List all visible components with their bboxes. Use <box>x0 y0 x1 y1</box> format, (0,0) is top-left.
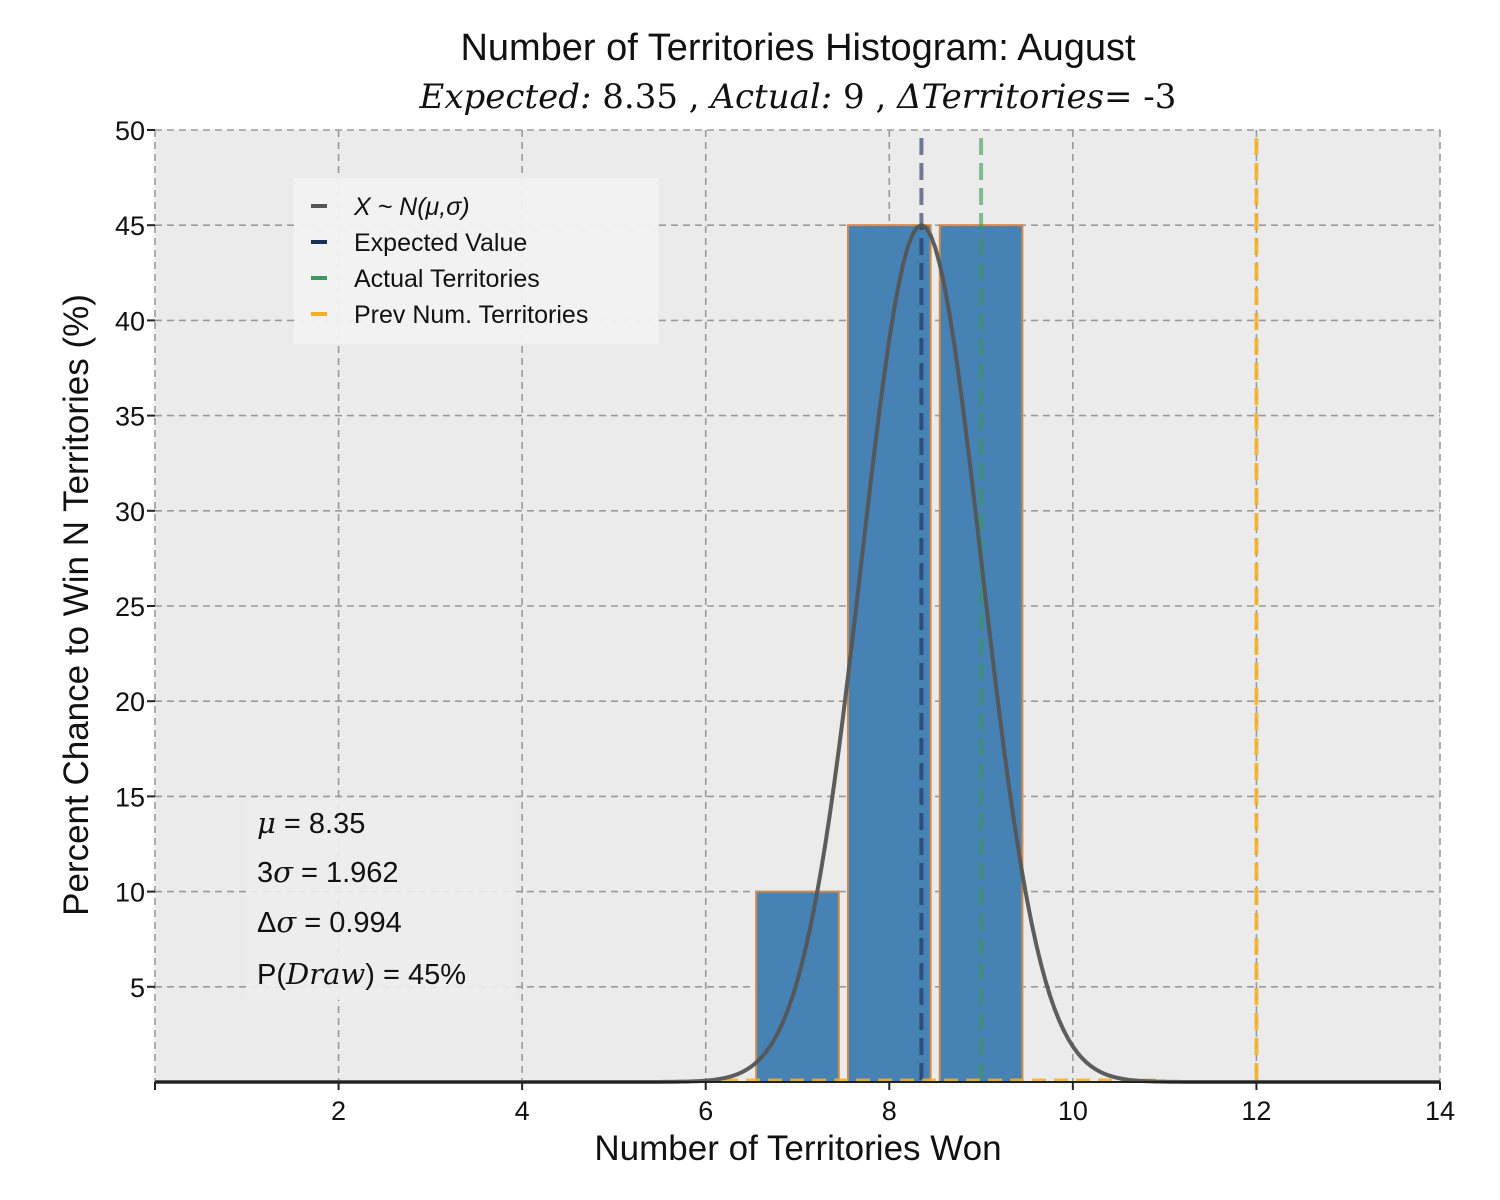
subtitle-delta-value: = -3 <box>1104 77 1176 117</box>
legend-items: X ~ N(μ,σ) Expected Value Actual Territori… <box>311 193 588 329</box>
tick-labels: 2 4 6 8 10 12 14 5 10 15 20 25 30 35 40 45 50 <box>115 116 1455 1126</box>
subtitle-expected-label: Expected: <box>419 77 592 117</box>
stat-mu: μ = 8.35 <box>257 806 365 840</box>
x-tick-label-2: 2 <box>331 1096 346 1126</box>
x-tick-label-12: 12 <box>1241 1096 1271 1126</box>
bars <box>755 224 1024 1083</box>
legend: X ~ N(μ,σ) Expected Value Actual Territori… <box>294 178 658 344</box>
axes <box>147 129 1441 1090</box>
y-tick-label-10: 10 <box>115 878 145 908</box>
stat-mu-symbol: μ <box>257 806 276 840</box>
y-tick-label-25: 25 <box>115 592 145 622</box>
stat-three-sigma-value: = 1.962 <box>293 857 399 889</box>
stat-three-sigma-prefix: 3 <box>257 857 273 889</box>
subtitle-separator-2: , <box>865 77 897 117</box>
stat-p-draw-symbol: Draw <box>285 957 365 991</box>
stat-three-sigma-symbol: σ <box>273 855 294 889</box>
stat-p-draw-value: ) = 45% <box>365 959 466 991</box>
stat-delta-sigma: Δσ = 0.994 <box>257 905 402 939</box>
chart-subtitle: Expected: 8.35 , Actual: 9 , ΔTerritorie… <box>419 77 1177 117</box>
y-tick-label-40: 40 <box>115 306 145 336</box>
x-tick-label-8: 8 <box>882 1096 897 1126</box>
legend-label-prev-num-territories: Prev Num. Territories <box>354 301 588 329</box>
x-tick-label-4: 4 <box>515 1096 530 1126</box>
stat-p-draw-prefix: P( <box>257 959 286 991</box>
y-axis-label: Percent Chance to Win N Territories (%) <box>57 294 96 916</box>
y-tick-label-50: 50 <box>115 116 145 146</box>
stat-three-sigma: 3σ = 1.962 <box>257 855 399 889</box>
x-axis-label: Number of Territories Won <box>594 1129 1001 1168</box>
subtitle-expected-value: 8.35 <box>602 77 678 117</box>
y-tick-label-45: 45 <box>115 211 145 241</box>
subtitle-separator-1: , <box>678 77 710 117</box>
x-tick-label-6: 6 <box>698 1096 713 1126</box>
subtitle-actual-label: Actual: <box>707 77 832 117</box>
legend-label-x-n: X ~ N(μ,σ) <box>353 193 470 221</box>
x-tick-label-14: 14 <box>1425 1096 1455 1126</box>
legend-box <box>294 178 658 344</box>
y-tick-label-35: 35 <box>115 402 145 432</box>
stat-mu-value: = 8.35 <box>276 808 366 840</box>
stat-delta-sigma-value: = 0.994 <box>296 907 402 939</box>
x-tick-label-10: 10 <box>1058 1096 1088 1126</box>
stats-box: μ = 8.35 3σ = 1.962 Δσ = 0.994 P(Draw) =… <box>246 800 516 1000</box>
subtitle-actual-value: 9 <box>843 77 865 117</box>
legend-label-expected-value: Expected Value <box>354 229 527 257</box>
y-tick-label-20: 20 <box>115 687 145 717</box>
y-tick-label-5: 5 <box>130 973 145 1003</box>
legend-label-actual-territories: Actual Territories <box>354 265 540 293</box>
subtitle-delta-label: ΔTerritories <box>895 77 1104 117</box>
reference-lines <box>724 138 1259 1082</box>
stat-delta-sigma-prefix: Δ <box>257 907 276 939</box>
y-tick-label-15: 15 <box>115 782 145 812</box>
stat-p-draw: P(Draw) = 45% <box>257 957 466 991</box>
y-tick-label-30: 30 <box>115 497 145 527</box>
chart-title: Number of Territories Histogram: August <box>460 27 1136 69</box>
stat-delta-sigma-symbol: σ <box>276 905 297 939</box>
stats-box-background <box>246 800 516 1000</box>
bar-8 <box>846 224 932 1083</box>
